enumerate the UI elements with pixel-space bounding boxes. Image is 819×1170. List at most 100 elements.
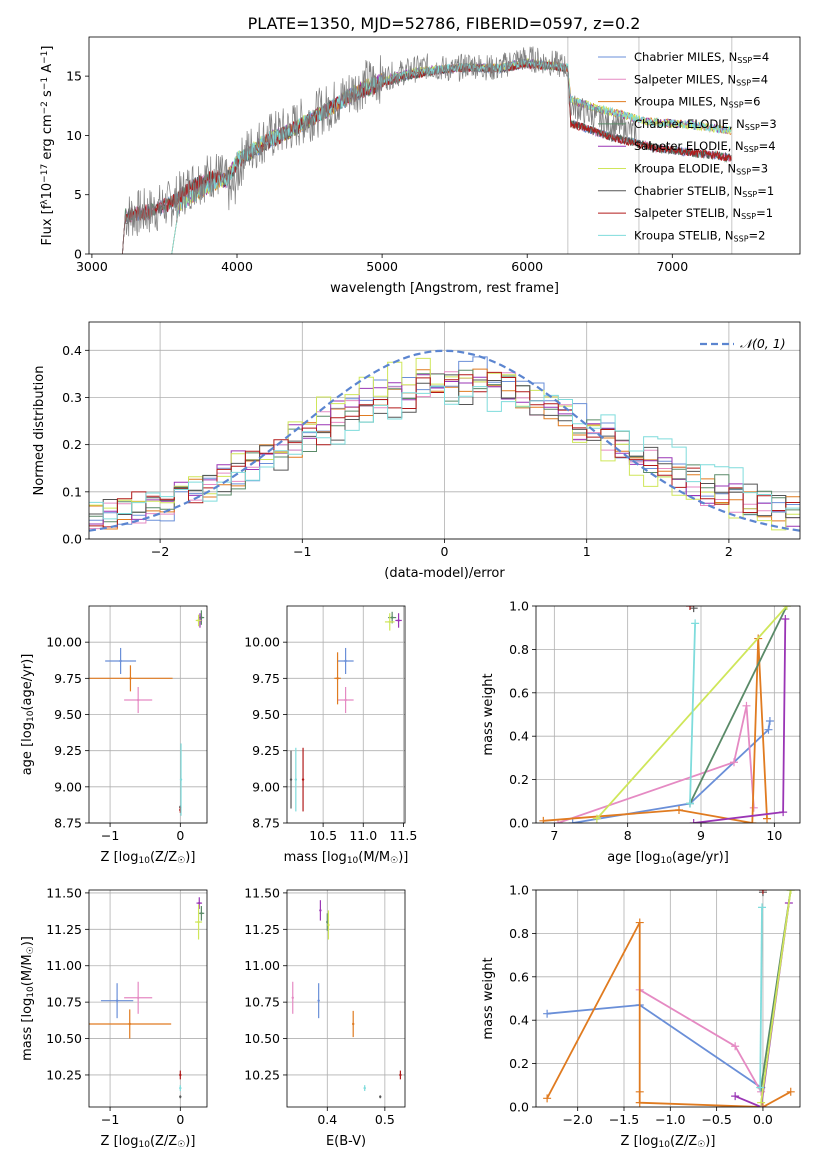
spectrum-model-line [122, 60, 732, 254]
weight-marker [748, 819, 757, 823]
data-point [197, 920, 200, 924]
age_vs_Z-xlabel-part: (Z/Z [150, 850, 177, 865]
mass_vs_ebv-ytick-label: 11.50 [244, 885, 280, 900]
mass_vs_Z-ylabel: mass [log10(M/M☉)] [20, 936, 36, 1061]
age_vs_Z-ytick-label: 9.25 [54, 743, 82, 758]
weight-line [639, 989, 762, 1093]
residual-histogram [89, 385, 800, 520]
age_vs_Z-frame [88, 605, 208, 824]
weight_vs_age-ytick-label: 0.2 [509, 772, 529, 787]
weight-marker [758, 890, 767, 894]
mass_vs_Z-ylabel-part: )] [20, 936, 35, 946]
weight-line [543, 638, 768, 823]
legend-sub: SSP [742, 190, 757, 199]
data-point [344, 698, 347, 702]
age_vs_mass-xlabel-part: (M/M [358, 850, 390, 865]
spectrum-ytick-label: 10 [66, 128, 82, 143]
data-point [379, 1095, 382, 1099]
spectrum-xtick-label: 6000 [511, 259, 543, 274]
age_vs_Z-ytick-label: 9.00 [54, 779, 82, 794]
weight-marker [568, 819, 577, 823]
mass_vs_Z-ytick-label: 10.75 [46, 995, 82, 1010]
weight_vs_Z-xlabel: Z [log10(Z/Z☉)] [621, 1134, 716, 1150]
mass_vs_Z-xlabel-part: (Z/Z [150, 1134, 177, 1149]
legend-nssp: =4 [759, 139, 776, 153]
age_vs_Z-ylabel-part: 10 [26, 710, 36, 722]
mass_vs_Z-ylabel-part: mass [log [20, 998, 35, 1061]
data-point [200, 912, 203, 915]
data-point [351, 1022, 355, 1026]
data-point [179, 1095, 182, 1099]
weight_vs_Z-ytick-label: 0.8 [509, 926, 529, 941]
spectrum-xtick-label: 4000 [221, 259, 253, 274]
data-point [289, 778, 293, 781]
weight-marker [765, 717, 774, 726]
weight-marker [543, 1094, 552, 1103]
age_vs_mass-plot-area [289, 611, 402, 812]
mass_vs_ebv-ytick-label: 10.75 [244, 995, 280, 1010]
weight-line [546, 922, 792, 1107]
legend-nssp: =6 [744, 95, 761, 109]
age_vs_Z-xlabel-part: )] [185, 850, 195, 865]
legend-nssp: =3 [760, 117, 777, 131]
mass_vs_Z-xlabel-part: 10 [138, 1140, 150, 1150]
weight-marker [675, 805, 683, 814]
age_vs_mass-xtick-label: 10.5 [309, 828, 337, 843]
residuals-ytick-label: 0.1 [62, 484, 82, 499]
legend-sub: SSP [741, 212, 756, 221]
weight_vs_Z-plot-area [543, 890, 795, 1107]
weight_vs_age-xtick-label: 9 [697, 828, 705, 843]
legend-nssp: =1 [757, 184, 774, 198]
age_vs_mass-ytick-label: 9.00 [252, 779, 280, 794]
age_vs_mass-xlabel-part: mass [log [284, 850, 347, 865]
residuals-plot-area [89, 349, 800, 532]
mass_vs_ebv-ytick-label: 10.25 [244, 1067, 280, 1082]
mass_vs_ebv-ytick-label: 11.25 [244, 922, 280, 937]
residuals-ytick-label: 0.2 [62, 437, 82, 452]
age_vs_mass-ytick-label: 9.75 [252, 671, 280, 686]
mass_vs_ebv-ytick-label: 11.00 [244, 958, 280, 973]
age_vs_mass-frame [286, 605, 406, 824]
residuals-ytick-label: 0.3 [62, 390, 82, 405]
legend-model-name: Kroupa MILES, N [634, 95, 729, 109]
spectrum-plot-area [122, 37, 733, 254]
data-point [179, 1086, 182, 1090]
residuals-ytick-label: 0.4 [62, 343, 82, 358]
mass_vs_Z-plot-area [89, 897, 205, 1099]
data-point [119, 659, 122, 663]
mass_vs_ebv-xlabel: E(B-V) [326, 1134, 366, 1149]
weight_vs_Z-xlabel-part: ☉ [697, 1140, 705, 1150]
mass_vs_Z-ylabel-part: 10 [26, 986, 36, 998]
weight-marker [689, 819, 698, 823]
mass_vs_Z-ylabel-part: (M/M [20, 954, 35, 986]
weight_vs_Z-xtick-label: −1.5 [609, 1112, 639, 1127]
gaussian-curve [89, 349, 800, 532]
data-point [319, 909, 322, 912]
legend-label: Chabrier MILES, NSSP=4 [634, 50, 769, 65]
spectrum-xtick-label: 3000 [76, 259, 108, 274]
spectrum-ylabel-part: 10 [40, 183, 55, 200]
weight_vs_age-plot-area [539, 606, 791, 823]
weight-marker [764, 725, 773, 734]
legend-label: Kroupa MILES, NSSP=6 [634, 95, 760, 110]
spectrum-xlabel: wavelength [Angstrom, rest frame] [330, 281, 559, 296]
age_vs_mass-xlabel-part: ☉ [390, 856, 398, 866]
legend-nssp: =1 [756, 206, 773, 220]
age_vs_Z-ytick-label: 9.75 [54, 671, 82, 686]
data-point [198, 901, 201, 905]
age_vs_mass-xlabel-part: )] [398, 850, 408, 865]
data-point [115, 999, 119, 1002]
weight_vs_Z-ytick-label: 0.2 [509, 1056, 529, 1071]
weight_vs_age-ytick-label: 1.0 [509, 599, 529, 614]
weight_vs_age-xlabel-part: 10 [660, 856, 672, 866]
data-point [129, 677, 132, 680]
residuals-ytick-label: 0.0 [62, 532, 82, 547]
mass_vs_Z-xlabel-part: Z [log [101, 1134, 139, 1149]
data-point [197, 619, 200, 622]
weight_vs_Z-xlabel-part: Z [log [621, 1134, 659, 1149]
weight_vs_Z-axes: −2.0 −1.5 −1.0 −0.5 0.0 0.0 0.2 0.4 0.6 0.8 1.0 Z [… [481, 883, 801, 1150]
legend-nssp: =4 [752, 50, 769, 64]
legend-sub: SSP [734, 234, 749, 243]
weight-marker [635, 918, 644, 927]
spectrum-ytick-label: 5 [74, 187, 82, 202]
